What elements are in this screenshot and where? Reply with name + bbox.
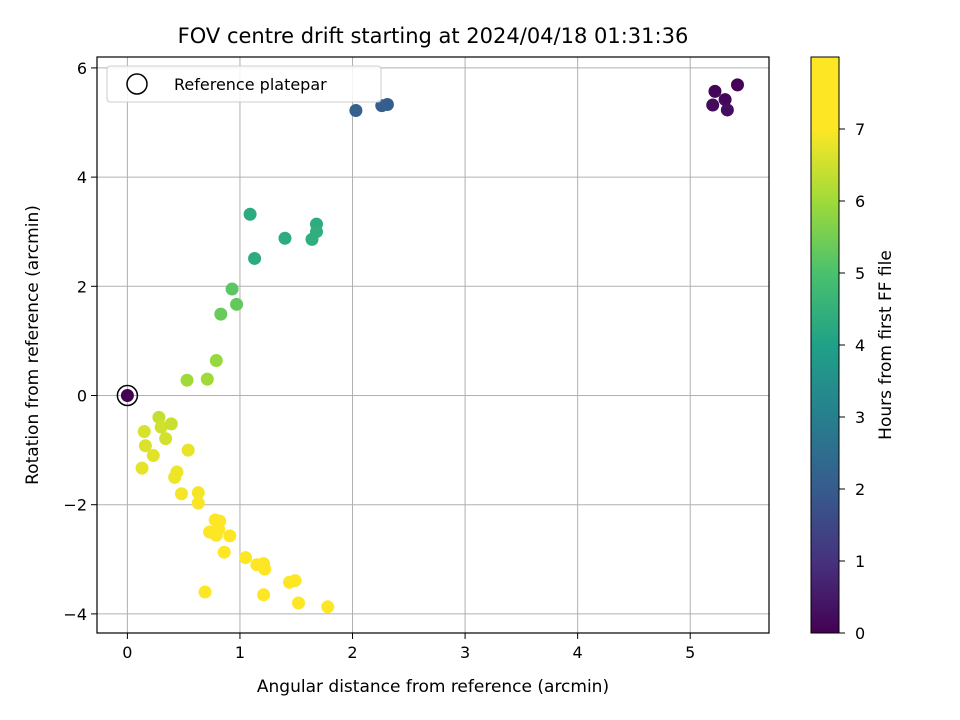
data-point	[159, 432, 173, 446]
y-axis-ticks: −4 −2 0 2 4 6	[63, 59, 97, 624]
y-tick-label: 2	[77, 277, 87, 296]
x-tick-label: 5	[685, 643, 695, 662]
data-point	[305, 232, 319, 246]
data-point	[168, 470, 182, 484]
y-tick-label: −2	[63, 496, 87, 515]
colorbar-tick-label: 3	[855, 408, 865, 427]
data-point	[191, 496, 205, 510]
data-point	[278, 231, 292, 245]
y-tick-label: 6	[77, 59, 87, 78]
y-axis-label: Rotation from reference (arcmin)	[23, 205, 43, 485]
data-point	[146, 449, 160, 463]
colorbar-tick-label: 6	[855, 192, 865, 211]
colorbar-tick-label: 4	[855, 336, 865, 355]
colorbar-tick-label: 0	[855, 624, 865, 643]
x-axis-ticks: 0 1 2 3 4 5	[122, 633, 695, 662]
data-point	[164, 417, 178, 431]
legend-marker-icon	[126, 73, 148, 95]
plot-frame	[96, 56, 770, 634]
data-point	[181, 443, 195, 457]
data-point	[718, 93, 732, 107]
colorbar-ticks: 0 1 2 3 4 5 6 7	[839, 120, 865, 643]
data-point	[120, 389, 134, 403]
data-point	[720, 103, 734, 117]
data-point	[321, 600, 335, 614]
legend-label: Reference platepar	[174, 75, 327, 94]
x-tick-label: 1	[235, 643, 245, 662]
colorbar-tick-label: 5	[855, 264, 865, 283]
colorbar-tick-label: 2	[855, 480, 865, 499]
data-point	[223, 529, 237, 543]
x-tick-label: 0	[122, 643, 132, 662]
data-point	[209, 354, 223, 368]
data-point	[209, 528, 223, 542]
colorbar-label: Hours from first FF file	[876, 250, 896, 440]
data-point	[225, 282, 239, 296]
colorbar-gradient	[810, 56, 840, 634]
data-point	[248, 251, 262, 265]
x-tick-label: 3	[460, 643, 470, 662]
data-point	[191, 486, 205, 500]
data-point	[214, 307, 228, 321]
data-point	[217, 545, 231, 559]
data-point	[239, 551, 253, 565]
data-point	[243, 207, 257, 221]
x-axis-label: Angular distance from reference (arcmin)	[257, 677, 609, 697]
data-point	[198, 585, 212, 599]
data-point	[257, 588, 271, 602]
grid	[97, 57, 769, 633]
reference-marker	[116, 384, 139, 407]
data-point	[138, 439, 152, 453]
x-tick-label: 4	[573, 643, 583, 662]
data-point	[288, 574, 302, 588]
data-point	[706, 98, 720, 112]
data-point	[230, 297, 244, 311]
chart-title: FOV centre drift starting at 2024/04/18 …	[178, 24, 689, 48]
y-tick-label: 4	[77, 168, 87, 187]
data-point	[708, 84, 722, 98]
data-point	[154, 420, 168, 434]
legend-box	[106, 65, 382, 103]
data-point	[137, 425, 151, 439]
data-point	[291, 596, 305, 610]
data-points	[120, 78, 744, 614]
x-tick-label: 2	[347, 643, 357, 662]
data-point	[174, 487, 188, 501]
reference-marker-layer	[116, 384, 139, 407]
data-point	[152, 410, 166, 424]
colorbar-tick-label: 1	[855, 552, 865, 571]
data-point	[258, 562, 272, 576]
y-tick-label: −4	[63, 605, 87, 624]
legend: Reference platepar	[106, 65, 382, 103]
data-point	[200, 372, 214, 386]
data-point	[135, 461, 149, 475]
colorbar-tick-label: 7	[855, 120, 865, 139]
colorbar: 0 1 2 3 4 5 6 7 Hours from first FF file	[810, 56, 896, 643]
data-point	[730, 78, 744, 92]
data-point	[349, 104, 363, 118]
y-tick-label: 0	[77, 387, 87, 406]
data-point	[180, 373, 194, 387]
